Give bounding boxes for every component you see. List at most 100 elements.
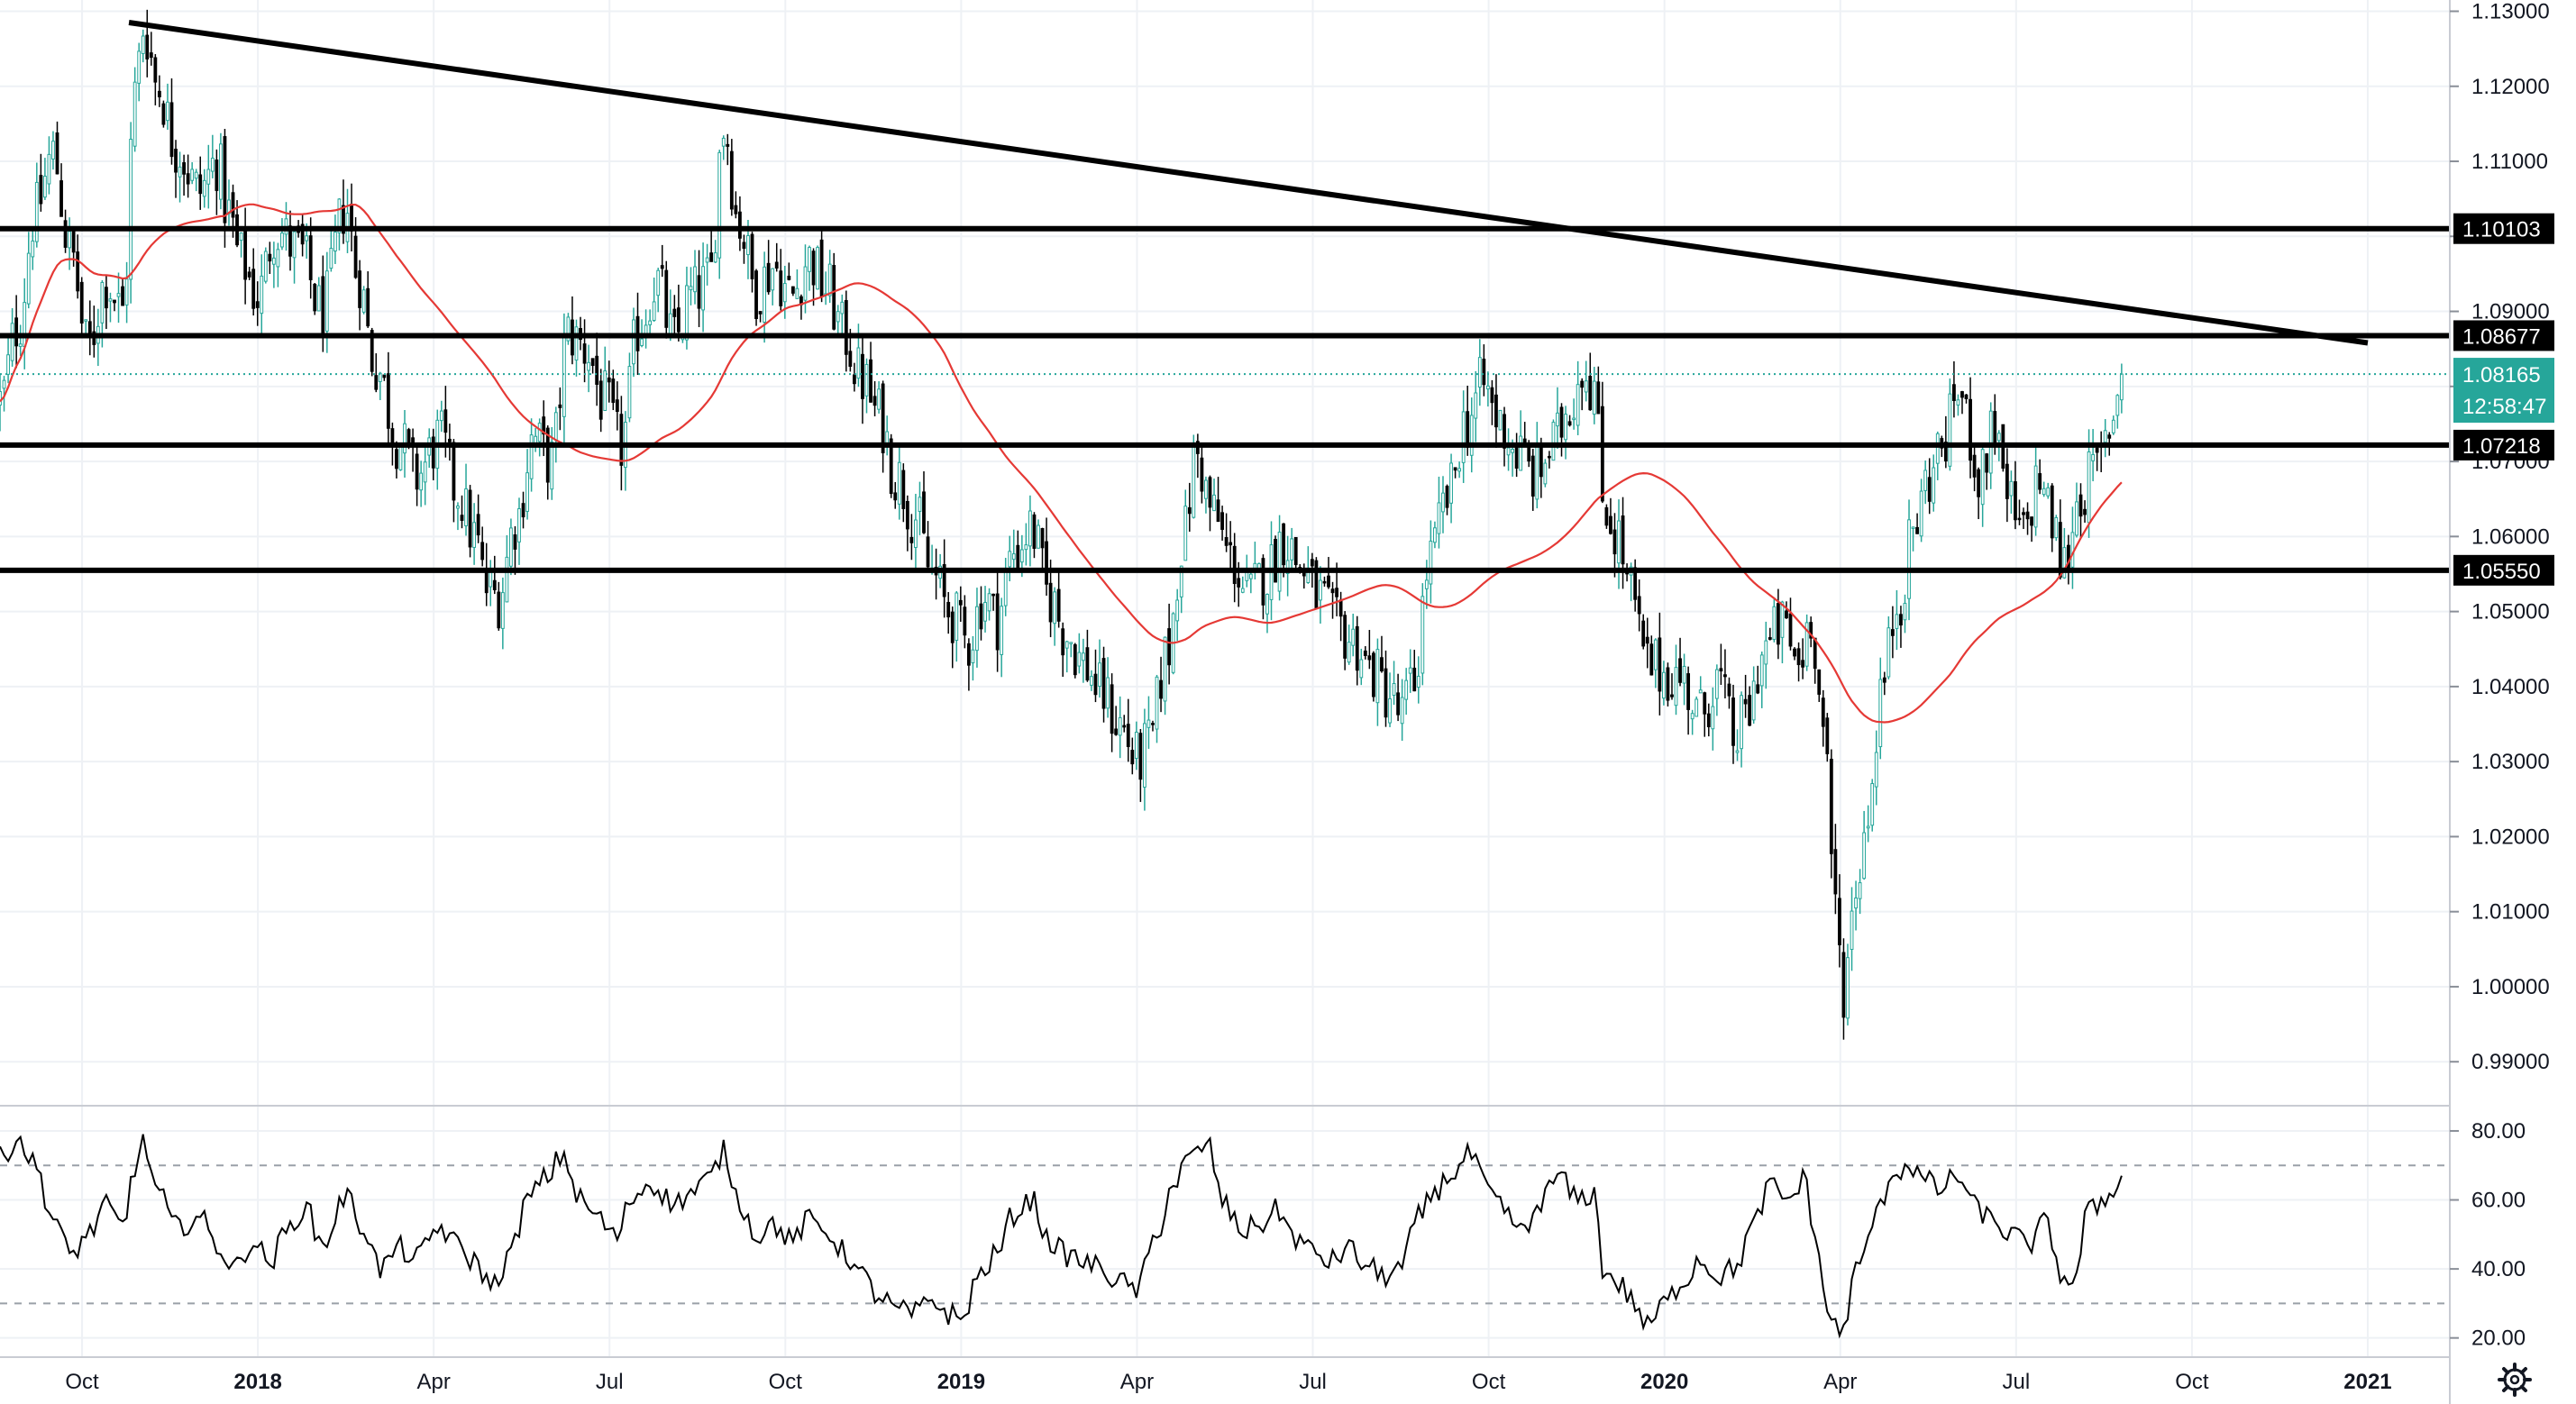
candle-down [729,150,734,210]
candle-down [1580,380,1585,388]
candle-up [132,81,137,147]
candle-up [566,316,571,342]
candle-down [342,205,345,234]
candle-down [2022,512,2025,515]
candle-down [844,300,848,355]
rsi-axis[interactable]: 80.00 60.00 40.00 20.00 [2450,1119,2526,1351]
candle-up [1388,697,1392,724]
candle-down [1829,758,1833,854]
candle-up [0,390,2,406]
candle-up [975,606,979,652]
candle-up [987,593,991,612]
candle-down [157,90,161,97]
candle-up [337,198,342,233]
candle-down [113,299,116,304]
candle-down [774,261,779,269]
candle-up [705,257,709,263]
candle-up [2046,487,2051,497]
candle-down [872,396,877,406]
candle-up [1098,662,1101,687]
horizontal-levels[interactable] [0,225,2450,573]
candle-up [1711,706,1715,730]
candle-up [202,179,206,197]
candle-down [676,307,681,333]
candle-down [1343,615,1347,659]
candle-down [1801,660,1805,668]
candle-up [640,338,644,346]
candle-down [946,601,951,618]
candle-up [685,285,689,341]
candle-up [1535,446,1539,500]
time-axis[interactable]: Oct 2018 Apr Jul Oct 2019 Apr Jul Oct 2020 Apr Jul O… [65,1370,2391,1394]
candle-down [1539,442,1543,478]
last-price-text: 1.08165 [2462,363,2541,387]
candle-down [979,603,983,630]
candle-up [1592,380,1596,415]
time-tick-label: Jul [596,1370,624,1394]
candle-up [562,336,566,417]
candle-down [852,374,856,385]
candle-down [1396,692,1401,716]
candle-down [787,276,791,280]
candle-down [243,226,248,280]
candle-up [914,519,918,548]
candle-up [219,143,223,200]
candle-up [693,266,697,293]
candle-up [864,363,869,397]
candle-down [268,253,272,262]
candle-down [353,235,358,278]
candle-up [423,461,427,483]
candle-up [194,171,198,179]
trendline[interactable] [128,20,2369,346]
candle-up [713,252,717,263]
candle-up [129,139,133,280]
candle-up [668,313,672,335]
candle-up [529,434,534,479]
candle-up [1862,832,1867,880]
price-tick-label: 1.09000 [2471,300,2550,324]
candle-down [1890,629,1895,636]
candle-down [255,301,260,308]
candle-down [480,542,485,561]
candle-down [497,591,501,629]
candle-down [492,579,497,591]
candle-up [324,270,329,332]
candle-up [1392,683,1396,696]
price-tick-label: 1.13000 [2471,0,2550,23]
candle-down [182,162,186,175]
candle-down [1453,467,1457,471]
price-tick-label: 1.05000 [2471,600,2550,625]
candle-down [1964,394,1969,399]
candle-down [909,536,914,543]
candle-up [2054,516,2059,539]
candle-up [1923,470,1928,491]
candle-up [398,444,403,470]
candle-up [316,285,321,312]
time-tick-label: 2018 [233,1370,281,1394]
candle-up [1740,695,1743,750]
candle-up [1698,689,1703,694]
candle-down [754,270,758,320]
candle-up [983,602,987,622]
candle-down [1335,588,1338,597]
candle-up [263,251,268,282]
candle-up [68,231,72,249]
candle-down [1813,637,1817,670]
candle-up [803,266,808,301]
candle-up [918,497,922,512]
candle-down [1776,603,1780,645]
last-price-box [2453,358,2554,424]
candle-up [1682,665,1686,684]
candle-up [2119,373,2124,401]
candle-down [1833,849,1838,895]
candle-down [1972,454,1977,478]
candle-down [558,404,562,408]
price-tick-label: 1.02000 [2471,825,2550,849]
settings-button[interactable] [2498,1363,2532,1397]
candle-up [1653,639,1658,670]
candle-down [1514,446,1519,470]
candle-up [652,301,656,322]
candle-down [869,359,872,403]
candle-down [861,353,864,399]
